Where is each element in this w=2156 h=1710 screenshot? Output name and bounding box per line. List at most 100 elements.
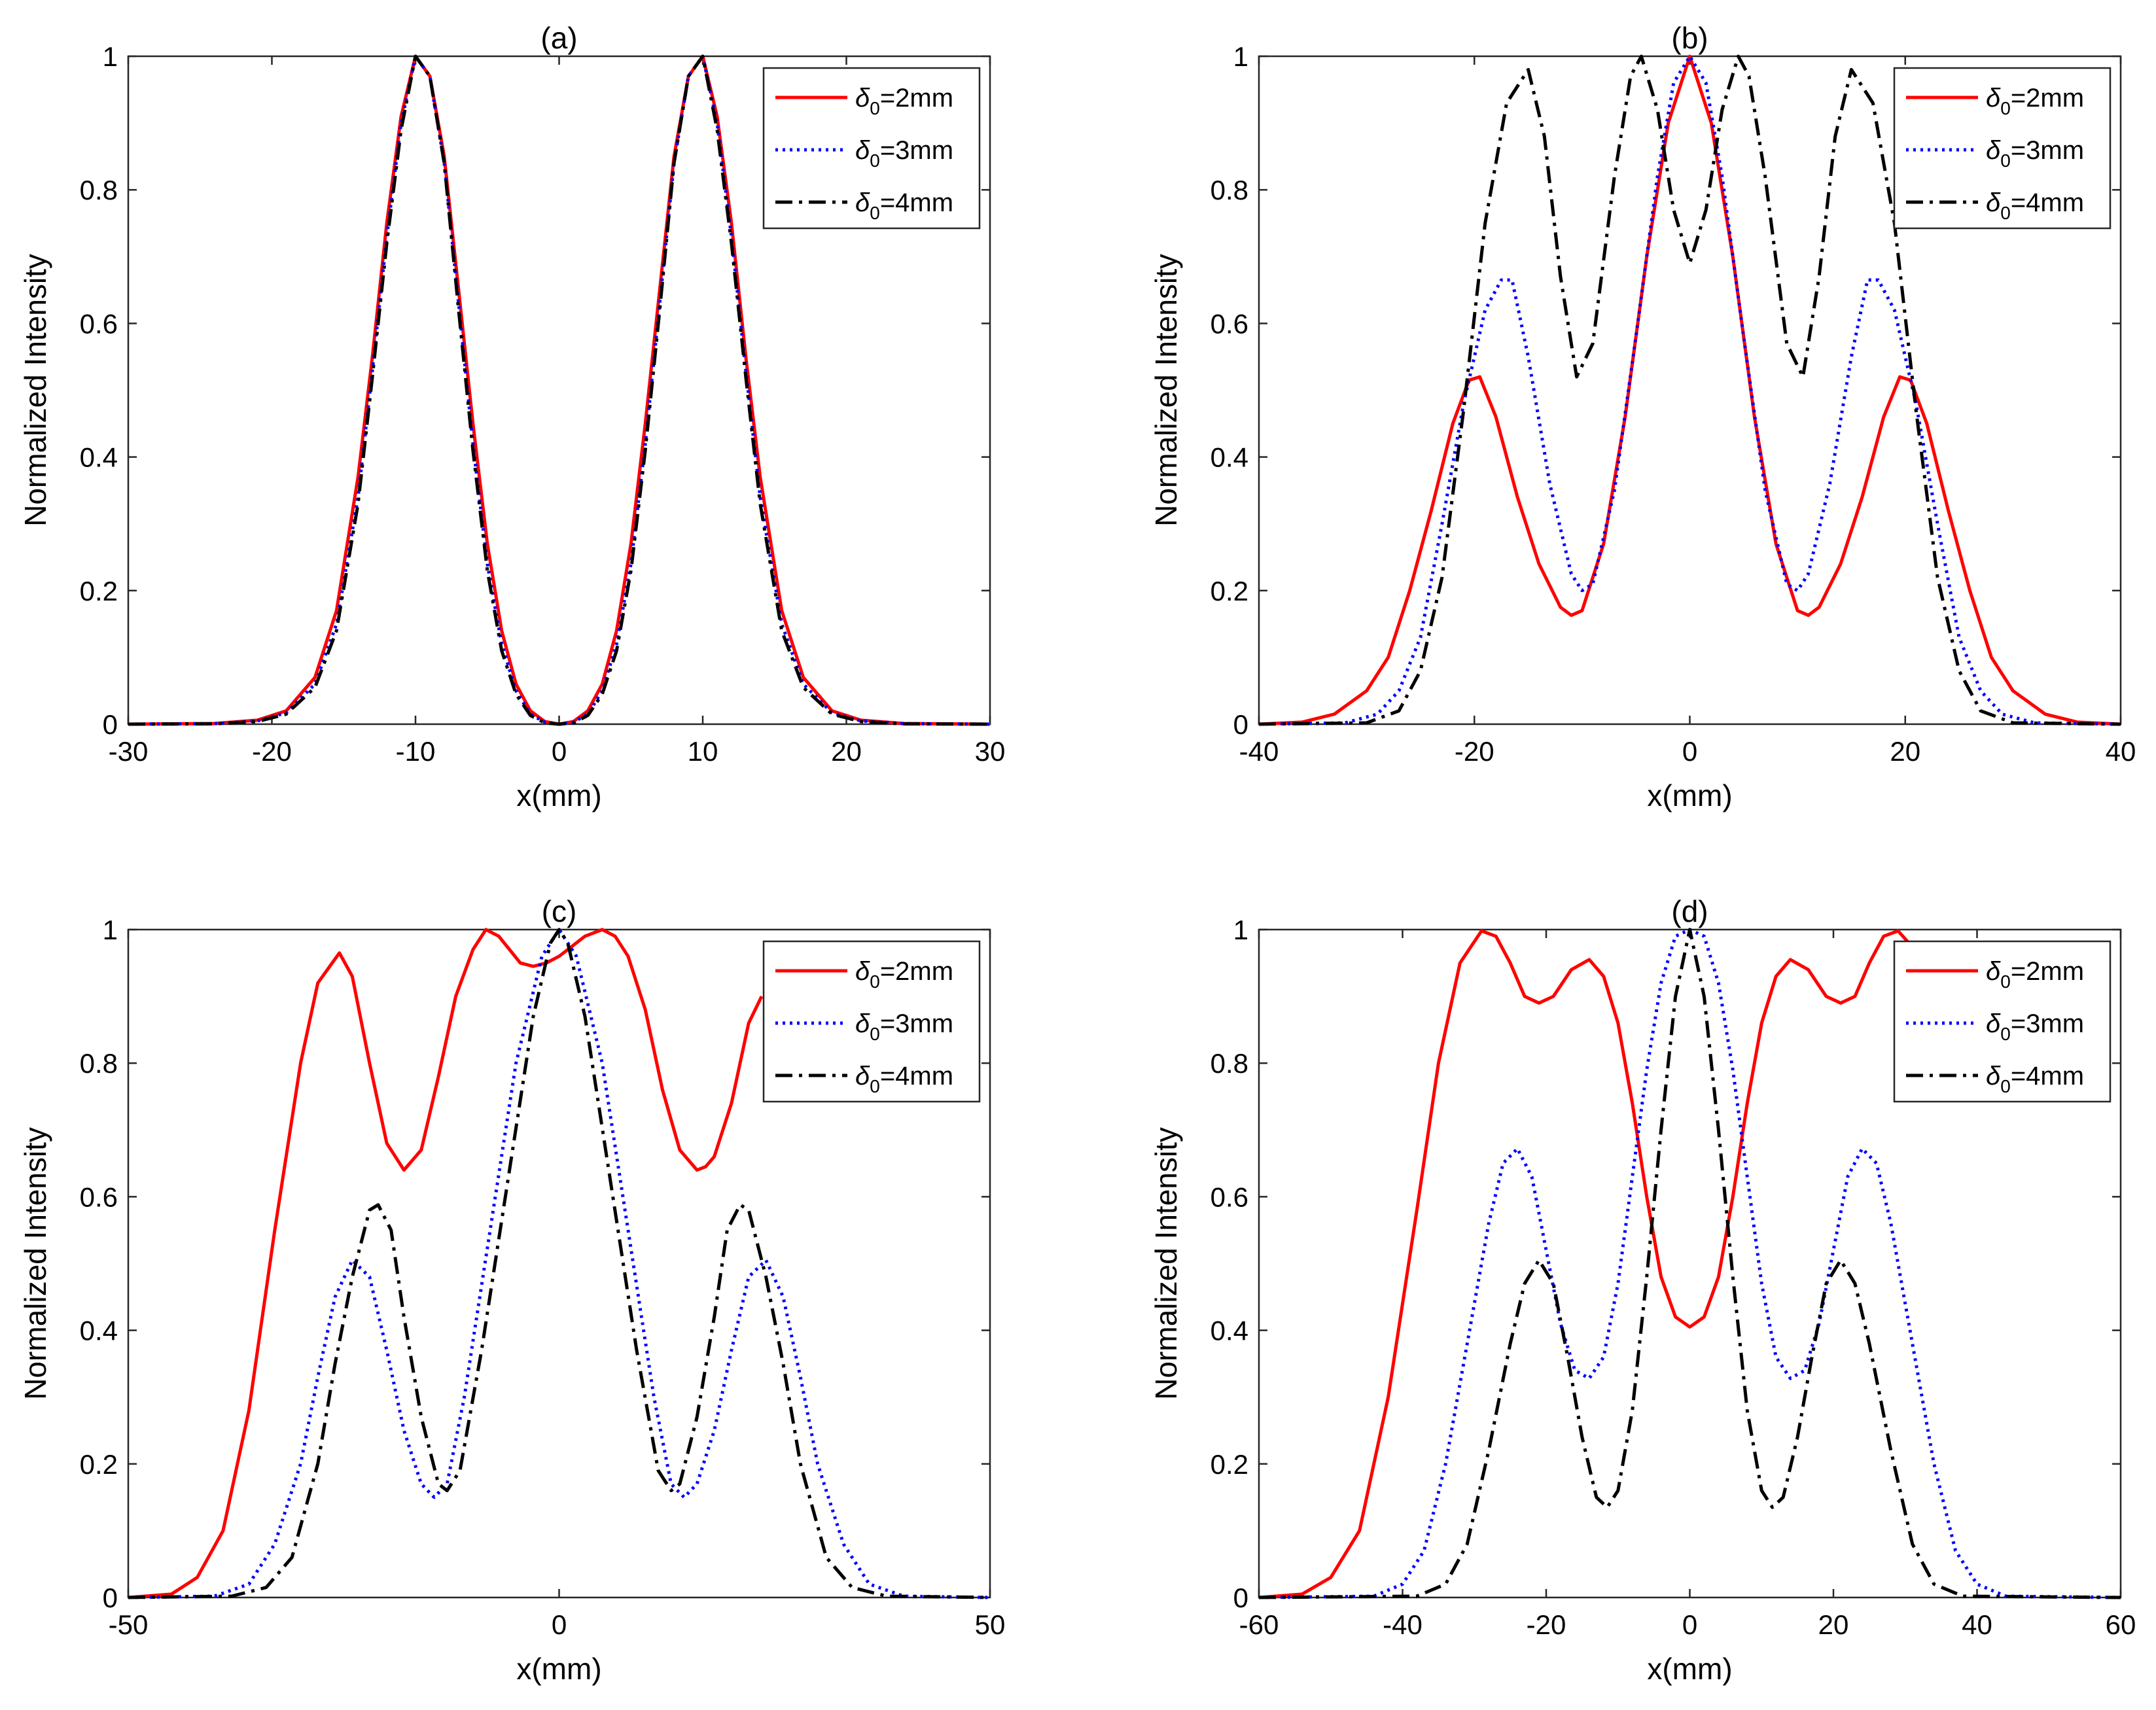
y-tick-label: 0.6 <box>1211 308 1248 339</box>
y-tick-label: 1 <box>103 41 118 72</box>
legend-value: =2mm <box>880 957 953 986</box>
series-line-1 <box>1258 929 1922 1599</box>
legend-subscript: 0 <box>870 150 880 171</box>
legend-entry: δ0=4mm <box>855 188 953 223</box>
x-tick-label: -40 <box>1239 736 1279 767</box>
x-tick-label: -40 <box>1383 1609 1423 1640</box>
legend-subscript: 0 <box>2000 150 2011 171</box>
x-tick-label: 20 <box>831 736 862 767</box>
legend-entry: δ0=3mm <box>1986 1009 2084 1044</box>
legend-entry: δ0=2mm <box>1986 957 2084 992</box>
y-tick-label: 0.4 <box>80 442 118 473</box>
y-tick-label: 0.6 <box>1211 1181 1248 1212</box>
legend-entry: δ0=2mm <box>1986 84 2084 118</box>
legend-entry: δ0=4mm <box>1986 1062 2084 1096</box>
x-tick-label: 20 <box>1818 1609 1849 1640</box>
y-axis-label: Normalized Intensity <box>18 1127 52 1400</box>
legend-symbol: δ <box>1986 84 2001 113</box>
legend-subscript: 0 <box>870 1024 880 1044</box>
legend-subscript: 0 <box>870 971 880 992</box>
chart-title: (a) <box>540 21 577 55</box>
y-tick-label: 0.2 <box>1211 1449 1248 1480</box>
chart-title: (b) <box>1671 21 1708 55</box>
legend-value: =2mm <box>2011 957 2084 986</box>
x-axis-label: x(mm) <box>1647 1652 1732 1686</box>
legend-value: =3mm <box>880 136 953 165</box>
y-tick-label: 0.6 <box>80 1181 118 1212</box>
legend-symbol: δ <box>855 136 870 165</box>
x-tick-label: 0 <box>1682 736 1697 767</box>
x-tick-label: 40 <box>1962 1609 1992 1640</box>
x-tick-label: 50 <box>975 1609 1006 1640</box>
legend-entry: δ0=3mm <box>855 136 953 171</box>
legend-value: =3mm <box>880 1009 953 1038</box>
chart-panel-2: -40 -20 0 20 40 0 0.2 0.4 0.6 0.8 1 x(mm) Normalized… <box>1149 21 2136 812</box>
y-tick-label: 0 <box>103 709 118 740</box>
y-tick-label: 0.4 <box>1211 442 1248 473</box>
y-tick-label: 0.8 <box>80 175 118 205</box>
x-tick-label: -30 <box>109 736 149 767</box>
legend-symbol: δ <box>1986 136 2001 165</box>
y-axis-label: Normalized Intensity <box>1149 254 1183 527</box>
y-axis-label: Normalized Intensity <box>1149 1127 1183 1400</box>
legend-subscript: 0 <box>2000 203 2011 223</box>
legend-value: =3mm <box>2011 1009 2084 1038</box>
y-tick-label: 0.8 <box>1211 1048 1248 1079</box>
legend-entry: δ0=3mm <box>1986 136 2084 171</box>
x-tick-label: -50 <box>109 1609 149 1640</box>
x-axis-label: x(mm) <box>516 778 601 812</box>
legend-subscript: 0 <box>2000 971 2011 992</box>
legend-subscript: 0 <box>870 203 880 223</box>
legend-value: =3mm <box>2011 136 2084 165</box>
legend-symbol: δ <box>855 1009 870 1038</box>
legend-entry: δ0=4mm <box>855 1062 953 1096</box>
legend-subscript: 0 <box>870 1076 880 1096</box>
x-tick-label: -60 <box>1239 1609 1279 1640</box>
y-tick-label: 1 <box>103 915 118 945</box>
series-line-3 <box>128 54 991 726</box>
x-tick-label: 60 <box>2106 1609 2136 1640</box>
y-tick-label: 1 <box>1233 41 1248 72</box>
y-tick-label: 0.8 <box>80 1048 118 1079</box>
chart-panel-4: -60 -40 -20 0 20 40 60 0 0.2 0.4 0.6 0.8 1 x(mm) Norma… <box>1149 894 2136 1686</box>
x-tick-label: 0 <box>552 1609 567 1640</box>
legend-entry: δ0=2mm <box>855 84 953 118</box>
legend-entry: δ0=3mm <box>855 1009 953 1044</box>
y-axis-label: Normalized Intensity <box>18 254 52 527</box>
y-tick-label: 0 <box>1233 1582 1248 1613</box>
y-tick-label: 0.8 <box>1211 175 1248 205</box>
legend-symbol: δ <box>1986 957 2001 986</box>
x-tick-label: -20 <box>1455 736 1494 767</box>
legend-value: =2mm <box>2011 84 2084 113</box>
series-line-1 <box>1258 54 2121 726</box>
legend-subscript: 0 <box>2000 98 2011 118</box>
chart-title: (d) <box>1671 894 1708 928</box>
series-line-3 <box>1258 928 2121 1599</box>
x-tick-label: 10 <box>688 736 718 767</box>
series-line-2 <box>128 928 991 1599</box>
x-tick-label: -20 <box>252 736 292 767</box>
chart-panel-1: -30 -20 -10 0 10 20 30 0 0.2 0.4 0.6 0.8 1 x(mm) Norma… <box>18 21 1005 812</box>
legend-symbol: δ <box>1986 1009 2001 1038</box>
legend-subscript: 0 <box>870 98 880 118</box>
x-tick-label: -20 <box>1527 1609 1566 1640</box>
x-tick-label: 20 <box>1890 736 1920 767</box>
x-tick-label: -10 <box>396 736 436 767</box>
chart-title: (c) <box>542 894 577 928</box>
x-tick-label: 40 <box>2106 736 2136 767</box>
legend-symbol: δ <box>855 1062 870 1091</box>
x-axis-label: x(mm) <box>1647 778 1732 812</box>
x-tick-label: 0 <box>1682 1609 1697 1640</box>
legend-symbol: δ <box>855 957 870 986</box>
y-tick-label: 0.2 <box>1211 576 1248 606</box>
legend-symbol: δ <box>855 188 870 217</box>
y-tick-label: 0 <box>103 1582 118 1613</box>
legend-subscript: 0 <box>2000 1076 2011 1096</box>
legend-subscript: 0 <box>2000 1024 2011 1044</box>
legend-symbol: δ <box>1986 188 2001 217</box>
legend-value: =4mm <box>2011 1062 2084 1091</box>
y-tick-label: 1 <box>1233 915 1248 945</box>
legend-entry: δ0=2mm <box>855 957 953 992</box>
